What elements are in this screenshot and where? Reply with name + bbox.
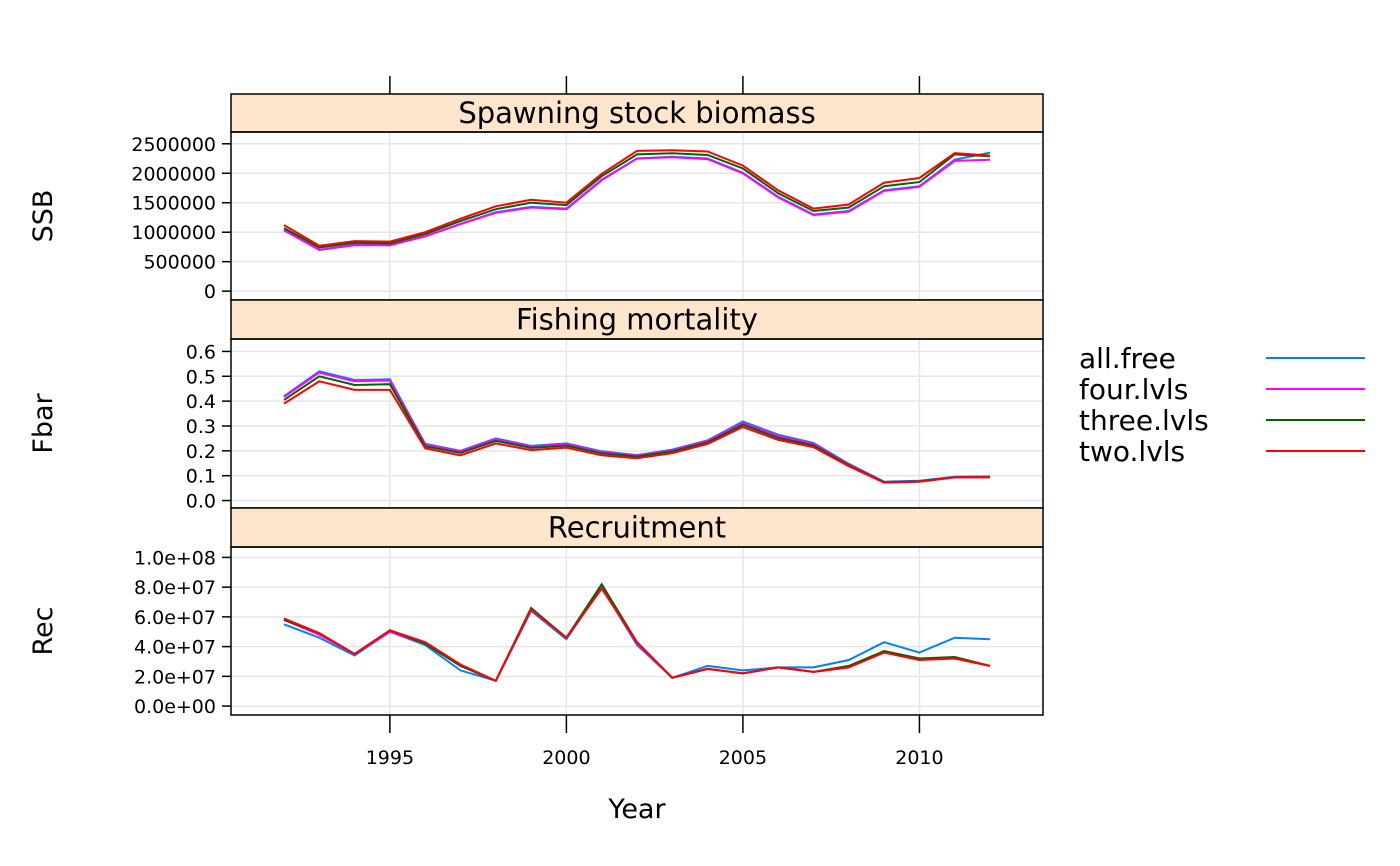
y-tick-label: 0.3 [186,416,216,438]
y-tick-label: 0.6 [186,341,216,363]
y-tick-label: 4.0e+07 [134,637,216,659]
x-axis-label: Year [607,794,666,825]
panel-2: Recruitment 0.0e+00 2.0e+07 4.0e+07 6.0e+07 8… [28,507,1044,718]
panel-1: Fishing mortality 0.0 0.1 0.2 0.3 0.4 0.5 0.6 Fb… [28,299,1044,513]
series-group [283,149,991,251]
y-tick-label: 0 [204,281,216,303]
panel-strip-label: Fishing mortality [516,303,758,337]
series-line-two.lvls [283,586,991,683]
legend-label: three.lvls [1079,404,1209,437]
series-group [283,582,991,683]
panel-frame [230,546,1044,716]
y-tick-label: 500000 [143,252,216,274]
y-tick-label: 0.0 [186,491,216,513]
x-tick-label: 2005 [719,747,767,769]
series-line-two.lvls [283,149,991,247]
y-tick-label: 1500000 [131,193,216,215]
series-line-two.lvls [283,380,990,484]
y-tick-label: 0.0e+00 [134,696,216,718]
y-tick-label: 0.2 [186,441,216,463]
series-line-three.lvls [283,152,991,249]
x-axis: 1995 2000 2005 2010 [366,76,944,769]
x-tick-label: 1995 [366,747,414,769]
panel-frame [230,131,1044,301]
y-axis-label: Rec [28,606,59,655]
panel-strip-label: Recruitment [548,511,726,545]
legend-label: four.lvls [1079,373,1188,406]
legend-label: all.free [1079,342,1176,375]
x-tick-label: 2000 [542,747,590,769]
panel-strip [230,507,1044,548]
y-axis-label: SSB [28,190,59,243]
y-tick-label: 1000000 [131,222,216,244]
panel-0: Spawning stock biomass 0 500000 1000000 1500… [28,93,1044,303]
y-tick-label: 0.4 [186,391,216,413]
panel-frame [230,338,1044,509]
x-tick-label: 2010 [895,747,943,769]
legend-label: two.lvls [1079,435,1185,468]
panel-strip [230,299,1044,340]
y-tick-label: 2500000 [131,134,216,156]
y-axis-label: Fbar [28,392,59,453]
y-tick-label: 6.0e+07 [134,607,216,629]
series-line-four.lvls [283,156,991,251]
series-group [283,370,991,484]
y-tick-label: 1.0e+08 [134,547,216,569]
panel-strip [230,93,1044,133]
y-tick-label: 2000000 [131,163,216,185]
panels: Spawning stock biomass 0 500000 1000000 1500… [28,93,1044,718]
y-tick-label: 2.0e+07 [134,666,216,688]
y-tick-label: 8.0e+07 [134,577,216,599]
y-tick-label: 0.1 [186,466,216,488]
y-tick-label: 0.5 [186,366,216,388]
panel-strip-label: Spawning stock biomass [458,96,815,130]
